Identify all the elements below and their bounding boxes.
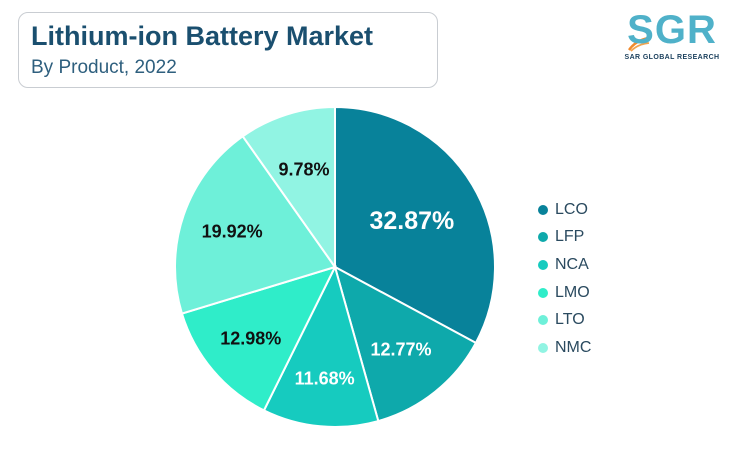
legend-swatch-icon bbox=[538, 259, 548, 270]
legend-label: NMC bbox=[555, 338, 592, 356]
legend-item-lmo: LMO bbox=[538, 279, 591, 307]
logo-tagline: SAR GLOBAL RESEARCH bbox=[624, 54, 720, 61]
legend-label: NCA bbox=[555, 255, 589, 273]
data-label-nmc: 9.78% bbox=[278, 159, 329, 179]
logo-swoosh-icon bbox=[628, 36, 650, 52]
chart-legend: LCO LFP NCA LMO LTO NMC bbox=[538, 196, 591, 362]
data-label-nca: 11.68% bbox=[295, 369, 355, 389]
pie-slice-lco bbox=[334, 105, 496, 345]
chart-title: Lithium-ion Battery Market bbox=[31, 21, 374, 51]
brand-logo: SGR SAR GLOBAL RESEARCH bbox=[622, 8, 722, 70]
legend-swatch-icon bbox=[538, 315, 548, 326]
pie-slice-lto bbox=[174, 134, 337, 315]
legend-item-lco: LCO bbox=[538, 196, 591, 224]
data-label-lmo: 12.98% bbox=[220, 328, 281, 348]
legend-item-nca: NCA bbox=[538, 251, 591, 279]
legend-swatch-icon bbox=[538, 342, 548, 353]
legend-swatch-icon bbox=[538, 204, 548, 215]
data-label-lfp: 12.77% bbox=[370, 339, 431, 359]
legend-item-lfp: LFP bbox=[538, 224, 591, 252]
legend-label: LCO bbox=[555, 200, 588, 218]
legend-item-nmc: NMC bbox=[538, 334, 591, 362]
logo-text: SGR bbox=[627, 8, 717, 52]
legend-swatch-icon bbox=[538, 287, 548, 298]
title-box: Lithium-ion Battery Market By Product, 2… bbox=[18, 12, 438, 88]
data-label-lco: 32.87% bbox=[370, 207, 455, 235]
legend-label: LMO bbox=[555, 283, 590, 301]
legend-label: LTO bbox=[555, 311, 585, 329]
pie-slice-lfp bbox=[333, 265, 478, 423]
pie-slice-nmc bbox=[241, 105, 336, 271]
pie-slice-nca bbox=[262, 264, 380, 428]
data-label-lto: 19.92% bbox=[202, 222, 263, 242]
legend-swatch-icon bbox=[538, 232, 548, 243]
chart-subtitle: By Product, 2022 bbox=[31, 57, 177, 78]
legend-label: LFP bbox=[555, 228, 585, 246]
legend-item-lto: LTO bbox=[538, 306, 591, 334]
